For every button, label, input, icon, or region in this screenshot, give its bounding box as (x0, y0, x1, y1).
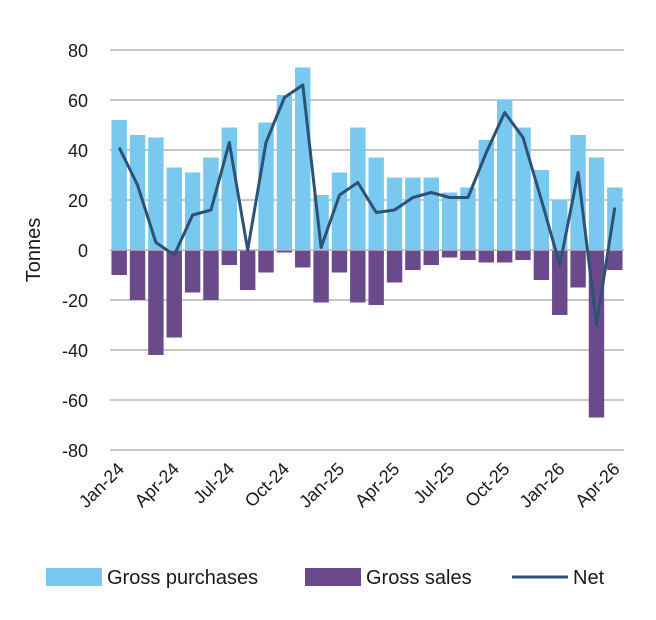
gross-sales-bar (552, 250, 568, 315)
x-tick-label: Jul-24 (189, 459, 238, 508)
y-tick-label: 80 (68, 41, 88, 61)
gross-purchases-bar (478, 140, 495, 250)
gross-sales-bar (148, 250, 164, 355)
x-tick-label: Jan-24 (75, 459, 128, 512)
gross-purchases-bar (166, 167, 182, 250)
gross-sales-bar (313, 250, 329, 303)
x-tick-labels: Jan-24 Apr-24 Jul-24 Oct-24 Jan-25 Apr-25 Jul-… (75, 459, 624, 512)
y-tick-label: 60 (68, 91, 88, 111)
gross-sales-bar (405, 250, 421, 270)
gross-sales-bar (460, 250, 476, 260)
gross-sales-bar (111, 250, 127, 275)
legend: Gross purchases Gross sales Net (46, 567, 605, 589)
x-tick-label: Apr-25 (351, 459, 403, 511)
y-tick-label: 20 (68, 191, 88, 211)
legend-label-gross-purchases: Gross purchases (107, 567, 258, 589)
x-tick-label: Apr-24 (131, 459, 183, 511)
gross-purchases-bar (515, 127, 531, 250)
gross-purchases-bar (460, 187, 476, 250)
gross-sales-bar (221, 250, 238, 265)
gross-purchases-bar (258, 122, 274, 250)
gross-purchases-bar (496, 100, 513, 250)
gross-purchases-bar (386, 177, 403, 250)
gross-sales-bar (276, 250, 293, 253)
gross-purchases-bar (184, 172, 201, 250)
gross-purchases-bar (423, 177, 439, 250)
gross-sales-bar (239, 250, 256, 290)
gross-sales-bar (166, 250, 182, 338)
y-tick-label: 0 (78, 241, 88, 261)
y-tick-label: -40 (62, 341, 88, 361)
gross-purchases-bar (129, 135, 146, 250)
gross-sales-bar (368, 250, 384, 305)
gross-sales-bar (350, 250, 366, 303)
x-tick-label: Oct-25 (461, 459, 513, 511)
gross-sales-bar (515, 250, 531, 260)
gross-purchases-bar (441, 192, 458, 250)
gross-sales-bar (478, 250, 495, 263)
y-tick-label: -20 (62, 291, 88, 311)
gross-purchases-bar (111, 120, 127, 250)
y-tick-labels: 80 60 40 20 0 -20 -40 -60 -80 (62, 41, 88, 461)
gross-purchases-bar (405, 177, 421, 250)
gross-purchases-bar (570, 135, 586, 250)
gross-purchases-bar (588, 157, 605, 250)
gross-purchases-bar (368, 157, 384, 250)
gross-sales-bar (184, 250, 201, 293)
x-tick-label: Jan-25 (295, 459, 348, 512)
gross-purchases-bar (203, 157, 219, 250)
x-tick-label: Oct-24 (241, 459, 293, 511)
gross-purchases-bar (350, 127, 366, 250)
y-tick-label: -60 (62, 391, 88, 411)
gross-sales-bar (295, 250, 311, 268)
gross-sales-bar (607, 250, 623, 270)
gross-sales-bar (331, 250, 348, 273)
legend-swatch-gross-sales (305, 568, 361, 586)
bars (111, 67, 623, 418)
y-axis-title: Tonnes (23, 218, 45, 283)
x-tick-label: Jul-25 (410, 459, 459, 508)
gross-purchases-bar (552, 200, 568, 250)
gross-sales-bar (203, 250, 219, 300)
net-series-line (117, 83, 617, 327)
legend-swatch-gross-purchases (46, 568, 102, 586)
legend-label-gross-sales: Gross sales (366, 567, 472, 589)
x-tick-label: Apr-26 (571, 459, 623, 511)
gross-purchases-bar (148, 137, 164, 250)
gross-sales-bar (570, 250, 586, 288)
y-tick-label: 40 (68, 141, 88, 161)
gross-purchases-bar (276, 95, 293, 250)
gross-sales-bar (129, 250, 146, 300)
y-tick-label: -80 (62, 441, 88, 461)
gross-sales-bar (423, 250, 439, 265)
gross-sales-bar (533, 250, 550, 280)
legend-label-net: Net (573, 567, 605, 589)
gross-sales-bar (441, 250, 458, 258)
net-line (117, 83, 617, 327)
gross-sales-bar (258, 250, 274, 273)
gross-sales-bar (496, 250, 513, 263)
x-tick-label: Jan-26 (516, 459, 569, 512)
gross-sales-bar (386, 250, 403, 283)
